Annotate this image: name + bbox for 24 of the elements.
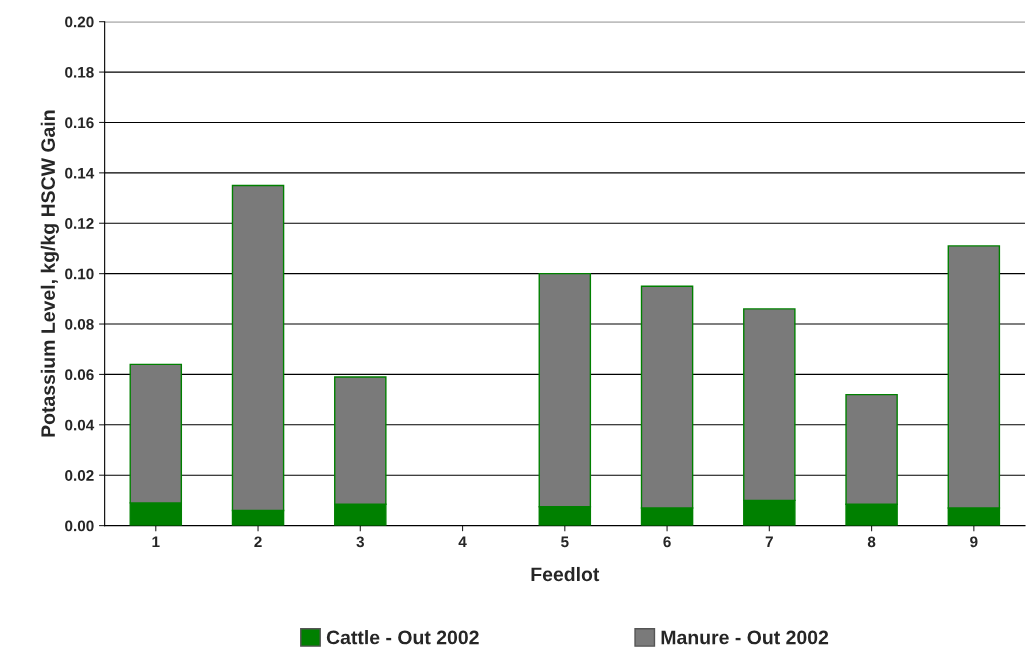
y-tick-label: 0.06 (65, 369, 94, 381)
y-tick-label: 0.00 (65, 520, 94, 532)
x-tick-label: 7 (765, 536, 773, 548)
legend-label: Cattle - Out 2002 (326, 630, 479, 645)
x-tick-label: 1 (152, 536, 160, 548)
y-tick-label: 0.02 (65, 470, 94, 481)
y-tick-label: 0.20 (65, 16, 94, 28)
legend-label: Manure - Out 2002 (661, 630, 829, 645)
x-tick-label: 8 (867, 536, 876, 548)
y-tick-label: 0.12 (65, 218, 94, 229)
x-tick-label: 9 (970, 536, 978, 548)
y-tick-label: 0.08 (65, 318, 94, 330)
x-tick-label: 5 (561, 536, 569, 548)
x-tick-label: 2 (254, 536, 262, 548)
x-tick-label: 3 (356, 536, 364, 548)
y-tick-label: 0.04 (65, 419, 95, 431)
y-tick-label: 0.14 (65, 167, 95, 179)
y-tick-label: 0.10 (65, 268, 94, 280)
y-axis-title: Potassium Level, kg/kg HSCW Gain (40, 110, 59, 437)
y-tick-label: 0.18 (65, 66, 94, 78)
x-tick-label: 4 (458, 536, 467, 548)
y-tick-label: 0.16 (65, 117, 94, 129)
x-tick-label: 6 (663, 536, 671, 548)
x-axis-title: Feedlot (531, 566, 600, 582)
